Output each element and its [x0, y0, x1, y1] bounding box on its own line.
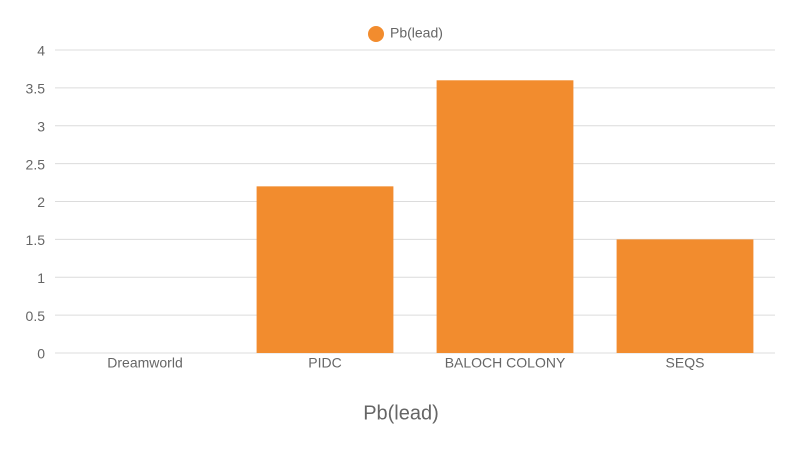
y-tick-label: 4 — [37, 43, 45, 59]
y-tick-label: 3 — [37, 118, 45, 134]
x-axis-title: Pb(lead) — [363, 402, 439, 424]
legend-marker — [368, 26, 384, 42]
x-tick-label: PIDC — [308, 355, 341, 371]
y-tick-label: 2 — [37, 194, 45, 210]
y-tick-label: 2.5 — [26, 156, 46, 172]
x-tick-label: Dreamworld — [107, 355, 182, 371]
y-tick-label: 0.5 — [26, 308, 46, 324]
legend-label: Pb(lead) — [390, 25, 443, 41]
bar — [256, 186, 394, 353]
x-tick-label: SEQS — [666, 355, 705, 371]
y-tick-label: 1 — [37, 270, 45, 286]
x-tick-label: BALOCH COLONY — [445, 355, 566, 371]
bar — [616, 239, 754, 353]
y-tick-label: 0 — [37, 346, 45, 362]
y-tick-label: 1.5 — [26, 232, 46, 248]
y-tick-label: 3.5 — [26, 81, 46, 97]
bar — [436, 80, 574, 354]
